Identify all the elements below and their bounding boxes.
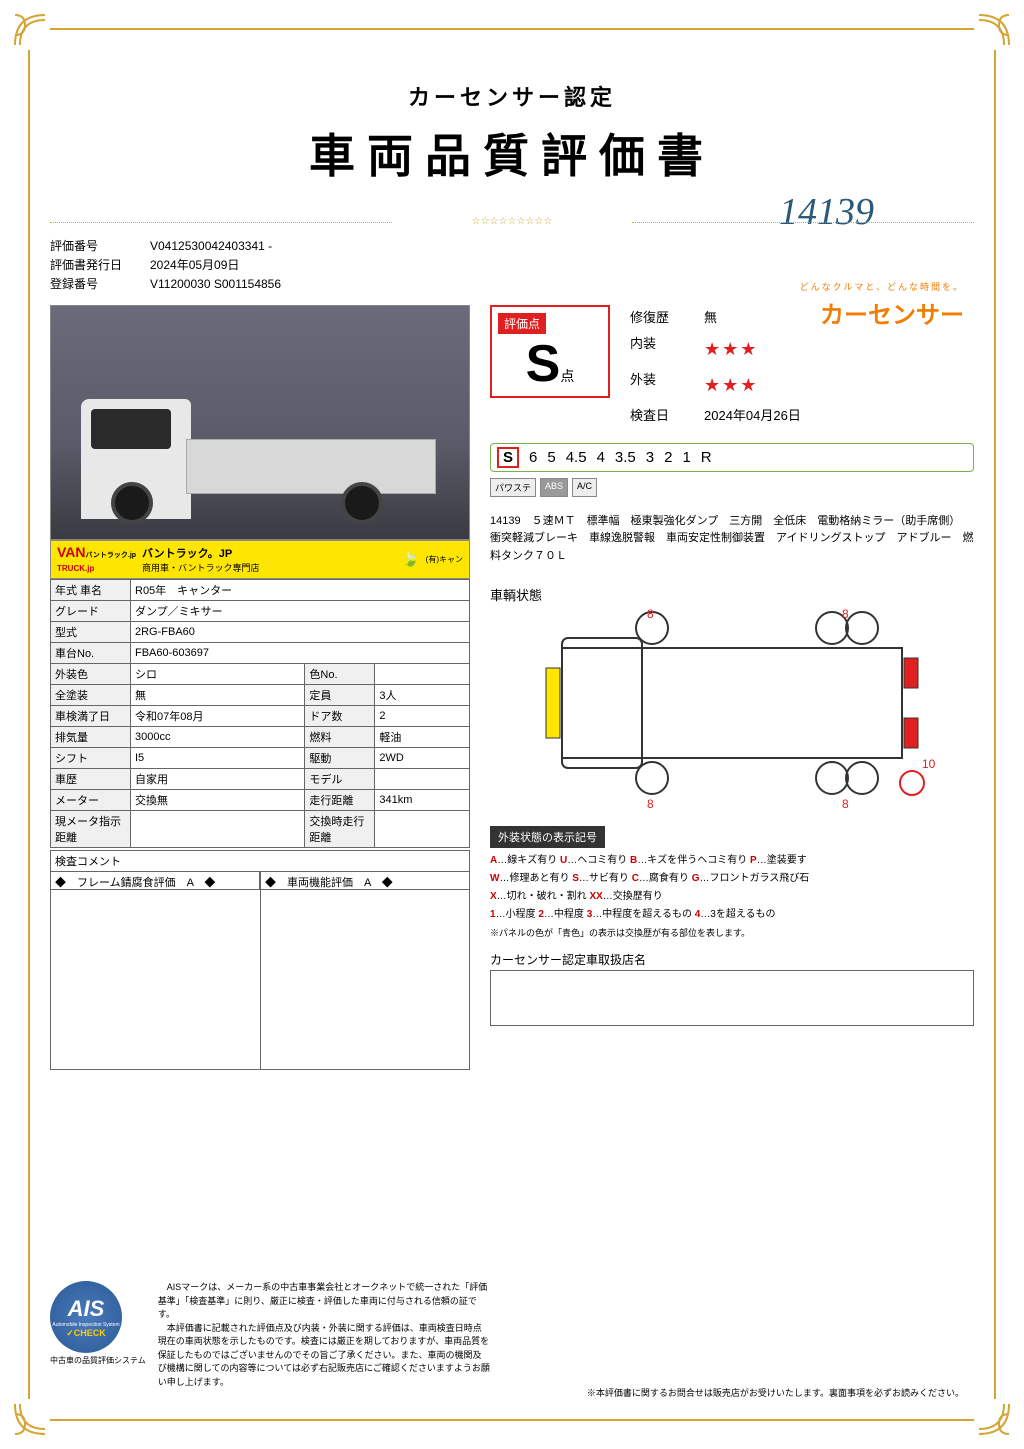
comment-row: ◆ フレーム錆腐食評価 A ◆ ◆ 車両機能評価 A ◆ [50, 872, 470, 890]
vantruck-logo: VANバントラック.jp TRUCK.jp [57, 545, 136, 573]
svg-text:8: 8 [647, 797, 654, 811]
star-divider: ☆☆☆☆☆☆☆☆☆ [50, 216, 974, 227]
leaf-icon: 🍃 [402, 551, 419, 568]
score-meta: 修復歴無内装★★★外装★★★検査日2024年04月26日 [630, 305, 801, 429]
brand-logo: カーセンサー [800, 295, 964, 330]
legend-note: ※パネルの色が「青色」の表示は交換歴が有る部位を表します。 [490, 926, 974, 939]
columns: VANバントラック.jp TRUCK.jp バントラック。JP 商用車・バントラ… [50, 305, 974, 1070]
corner-ornament [10, 1399, 50, 1439]
score-frame: 評価点 S点 [490, 305, 610, 398]
comment-body [50, 890, 470, 1070]
score-label: 評価点 [498, 313, 546, 334]
badges: パワステABSA/C [490, 478, 974, 497]
banner-text: バントラック。JP 商用車・バントラック専門店 [142, 545, 396, 574]
right-column: 評価点 S点 修復歴無内装★★★外装★★★検査日2024年04月26日 S654… [490, 305, 974, 1070]
corner-ornament [974, 10, 1014, 50]
border-line [28, 50, 30, 1399]
svg-text:8: 8 [842, 797, 849, 811]
dealer-box [490, 970, 974, 1026]
legend-text: A…線キズ有り U…ヘコミ有り B…キズを伴うヘコミ有り P…塗装要すW…修理あ… [490, 852, 974, 924]
grade-scale: S654.543.5321R [490, 443, 974, 472]
svg-text:8: 8 [647, 608, 654, 621]
issue-label: 評価書発行日 [50, 256, 150, 275]
ais-logo: AIS Automobile Inspection System ✓CHECK [50, 1281, 122, 1353]
ais-text: AISマークは、メーカー系の中古車事業会社とオークネットで統一された「評価基準」… [158, 1281, 490, 1389]
banner-company: (有)キャン [426, 554, 463, 565]
svg-text:10: 10 [922, 757, 936, 771]
comment-header: 検査コメント [50, 850, 470, 872]
vehicle-photo [50, 305, 470, 540]
function-eval: ◆ 車両機能評価 A ◆ [260, 872, 470, 890]
ais-block: AIS Automobile Inspection System ✓CHECK … [50, 1281, 490, 1389]
handwritten-number: 14139 [779, 190, 874, 234]
main-title: 車両品質評価書 [50, 120, 974, 186]
eval-no-label: 評価番号 [50, 237, 150, 256]
svg-text:8: 8 [842, 608, 849, 621]
issue-date: 2024年05月09日 [150, 258, 239, 272]
title-block: カーセンサー認定 車両品質評価書 [50, 80, 974, 186]
frame-eval: ◆ フレーム錆腐食評価 A ◆ [50, 872, 260, 890]
brand-block: どんなクルマと、どんな時間を。 カーセンサー [800, 280, 964, 330]
brand-tagline: どんなクルマと、どんな時間を。 [800, 280, 964, 293]
eval-no: V0412530042403341 - [150, 239, 272, 253]
subtitle: カーセンサー認定 [50, 80, 974, 112]
spec-table: 年式 車名R05年 キャンターグレードダンプ／ミキサー型式2RG-FBA60車台… [50, 579, 470, 848]
border-line [50, 1419, 974, 1421]
certificate-page: カーセンサー認定 車両品質評価書 14139 ☆☆☆☆☆☆☆☆☆ どんなクルマと… [0, 0, 1024, 1449]
score-value: S点 [498, 338, 602, 390]
border-line [50, 28, 974, 30]
legend-header: 外装状態の表示記号 [490, 826, 605, 848]
left-column: VANバントラック.jp TRUCK.jp バントラック。JP 商用車・バントラ… [50, 305, 470, 1070]
vehicle-diagram: 8 8 8 8 10 [490, 608, 974, 818]
corner-ornament [10, 10, 50, 50]
diagram-label: 車輌状態 [490, 585, 974, 604]
border-line [994, 50, 996, 1399]
ais-caption: 中古車の品質評価システム [50, 1355, 146, 1366]
reg-label: 登録番号 [50, 275, 150, 294]
footer-note: ※本評価書に関するお問合せは販売店がお受けいたします。裏面事項を必ずお読みくださ… [587, 1386, 964, 1399]
description: 14139 ５速ＭＴ 標準幅 極東製強化ダンプ 三方開 全低床 電動格納ミラー（… [490, 513, 974, 566]
dealer-banner: VANバントラック.jp TRUCK.jp バントラック。JP 商用車・バントラ… [50, 540, 470, 579]
reg-no: V11200030 S001154856 [150, 277, 281, 291]
dealer-label: カーセンサー認定車取扱店名 [490, 951, 974, 968]
corner-ornament [974, 1399, 1014, 1439]
